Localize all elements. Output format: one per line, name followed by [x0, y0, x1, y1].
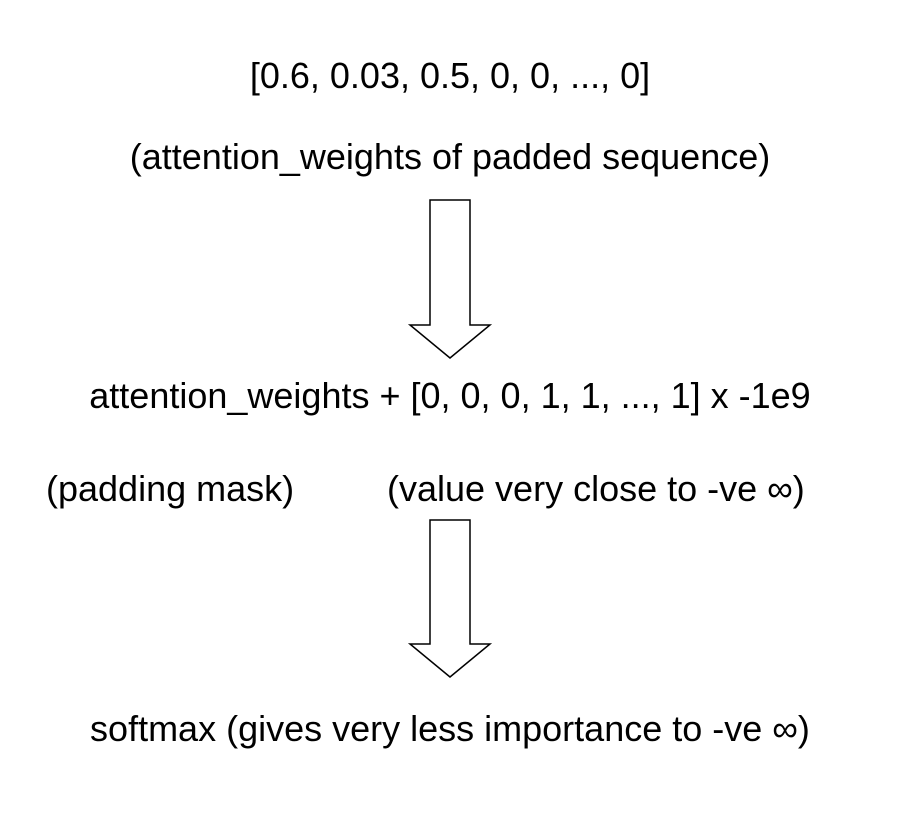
down-arrow-icon-2 [407, 519, 493, 678]
weights-vector-text: [0.6, 0.03, 0.5, 0, 0, ..., 0] [249, 55, 651, 96]
padding-mask-caption: (padding mask) [46, 468, 295, 509]
softmax-caption: softmax (gives very less importance to -… [90, 708, 810, 749]
down-arrow-icon-1 [407, 199, 493, 359]
value-caption: (value very close to -ve ∞) [387, 468, 805, 509]
weights-caption-text: (attention_weights of padded sequence) [129, 136, 771, 177]
mask-expression-text: attention_weights + [0, 0, 0, 1, 1, ...,… [89, 375, 811, 416]
